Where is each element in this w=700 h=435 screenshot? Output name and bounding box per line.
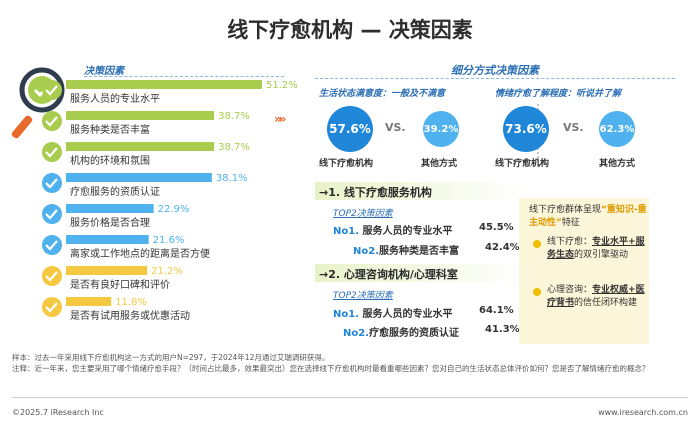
circle-label-3: 线下疗愈机构	[495, 159, 550, 169]
check-mark-icon	[45, 147, 58, 158]
bar-1	[66, 111, 215, 120]
bar-value-label: 51.2%	[266, 80, 298, 91]
segment1-title: →1. 线下疗愈服务机构	[319, 186, 432, 199]
category-label: 机构的环境和氛围	[70, 154, 150, 167]
bar-2	[66, 142, 215, 151]
vs-label-1: VS.	[385, 121, 406, 134]
check-icon	[42, 297, 62, 317]
bar-value-label: 38.1%	[216, 173, 248, 184]
page-title: 线下疗愈机构 — 决策因素	[227, 18, 473, 42]
bar-3	[66, 173, 212, 182]
category-label: 服务人员的专业水平	[70, 92, 160, 105]
bar-value-label: 22.9%	[158, 204, 190, 215]
check-mark-icon	[45, 271, 58, 282]
segment1-row1-value: 45.5%	[479, 222, 514, 233]
circle-value-3: 73.6%	[503, 106, 549, 152]
bullet-icon	[533, 240, 541, 248]
check-icon	[42, 204, 62, 224]
segment2-title: →2. 心理咨询机构/心理科室	[319, 268, 458, 281]
insight-main: 线下疗愈群体呈现“重知识-重主动性”特征	[529, 205, 647, 228]
segment-header: 细分方式决策因素	[451, 64, 539, 77]
sample-note: 样本：过去一年采用线下疗愈机构这一方式的用户N=297，于2024年12月通过艾…	[12, 353, 330, 362]
check-mark-icon	[45, 116, 58, 127]
bar-value-label: 21.2%	[151, 266, 183, 277]
check-mark-icon	[45, 209, 58, 220]
check-icon	[42, 111, 62, 131]
check-icon	[42, 235, 62, 255]
sub-header-awareness: 情绪疗愈了解程度：听说并了解	[495, 89, 622, 99]
bar-4	[66, 204, 154, 213]
bar-5	[66, 235, 149, 244]
category-label: 服务价格是否合理	[70, 216, 150, 229]
circle-value-4: 62.3%	[599, 111, 635, 147]
circle-value-2: 39.2%	[423, 111, 459, 147]
segment1-row2: No2.服务种类是否丰富	[353, 246, 459, 257]
category-label: 疗愈服务的资质认证	[70, 185, 160, 198]
segment-header-divider	[315, 78, 675, 79]
bar-0	[66, 80, 262, 89]
website-link[interactable]: www.iresearch.com.cn	[598, 408, 688, 417]
circle-value-1: 57.6%	[327, 106, 373, 152]
insight-item-counseling: 心理咨询：专业权威+医疗背书的信任闭环构建	[547, 285, 645, 308]
vs-label-2: VS.	[563, 121, 584, 134]
category-label: 是否有试用服务或优惠活动	[70, 309, 190, 322]
segment2-highlight	[315, 264, 525, 282]
segment-panel: 细分方式决策因素 生活状态满意度：一般及不满意 情绪疗愈了解程度：听说并了解 5…	[297, 62, 693, 348]
left-header: 决策因素	[84, 66, 124, 77]
segment1-top2-label: TOP2决策因素	[333, 209, 393, 219]
bar-value-label: 21.6%	[153, 235, 185, 246]
copyright: ©2025.7 iResearch Inc	[12, 408, 104, 417]
category-label: 离家或工作地点的距离是否方便	[70, 247, 210, 260]
segment2-row1: No1. 服务人员的专业水平	[333, 309, 453, 320]
sub-header-life-status: 生活状态满意度：一般及不满意	[319, 89, 446, 99]
arrow-decoration-icon: »»	[274, 112, 286, 126]
check-mark-icon	[45, 178, 58, 189]
segment2-row2: No2.疗愈服务的资质认证	[343, 328, 459, 339]
segment2-top2-label: TOP2决策因素	[333, 291, 393, 301]
insight-note: 线下疗愈群体呈现“重知识-重主动性”特征 线下疗愈：专业水平+服务生态的双引擎驱…	[519, 198, 649, 344]
footer-divider	[12, 397, 688, 398]
check-icon	[42, 266, 62, 286]
segment1-row1: No1. 服务人员的专业水平	[333, 226, 453, 237]
circle-label-4: 其他方式	[599, 159, 636, 169]
decision-factor-chart: 51.2% 服务人员的专业水平 38.7% 服务种类是否丰富 38.7% 机构的环境和氛围…	[42, 80, 298, 322]
check-icon	[42, 142, 62, 162]
segment1-highlight	[315, 182, 525, 200]
insight-item-offline: 线下疗愈：专业水平+服务生态的双引擎驱动	[547, 237, 645, 260]
segment2-row2-value: 41.3%	[485, 324, 520, 335]
category-label: 是否有良好口碑和评价	[70, 278, 170, 291]
segment1-row2-value: 42.4%	[485, 242, 520, 253]
check-mark-icon	[45, 302, 58, 313]
check-mark-icon	[45, 85, 58, 96]
check-icon	[42, 80, 62, 100]
check-mark-icon	[45, 240, 58, 251]
bar-value-label: 11.8%	[115, 297, 147, 308]
segment2-row1-value: 64.1%	[479, 305, 514, 316]
bullet-icon	[533, 288, 541, 296]
left-header-divider	[84, 76, 284, 77]
footer-notes: 样本：过去一年采用线下疗愈机构这一方式的用户N=297，于2024年12月通过艾…	[12, 352, 692, 374]
category-label: 服务种类是否丰富	[70, 123, 150, 136]
question-note: 注释：近一年来，您主要采用了哪个情绪疗愈手段？（时间占比最多，效果最突出）您在选…	[12, 364, 650, 373]
circle-label-2: 其他方式	[421, 159, 458, 169]
check-icon	[42, 173, 62, 193]
bar-6	[66, 266, 148, 275]
bar-value-label: 38.7%	[218, 111, 250, 122]
bar-7	[66, 297, 112, 306]
bar-value-label: 38.7%	[218, 142, 250, 153]
circle-label-1: 线下疗愈机构	[319, 159, 374, 169]
